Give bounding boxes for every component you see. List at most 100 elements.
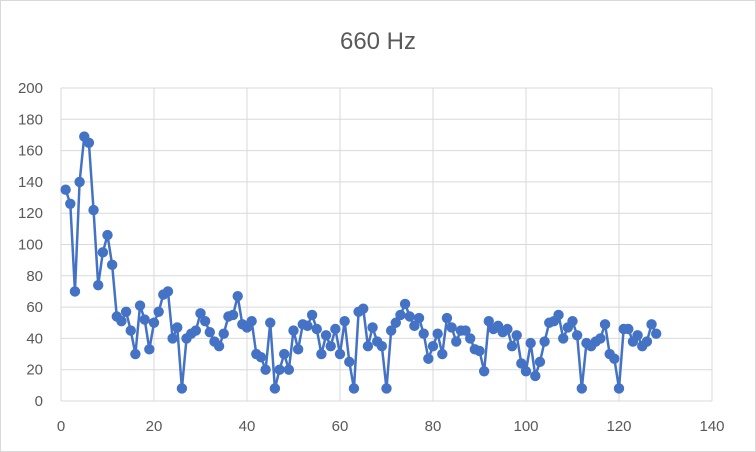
data-point: [483, 315, 494, 327]
data-point: [418, 328, 429, 339]
data-point: [232, 290, 243, 302]
chart-title: 660 Hz: [340, 28, 416, 55]
data-point: [465, 333, 476, 344]
data-point: [134, 300, 146, 311]
data-point: [525, 337, 536, 349]
data-point: [646, 319, 657, 330]
y-tick-label: 60: [26, 299, 43, 316]
data-point: [474, 345, 485, 357]
data-point: [255, 351, 267, 363]
gridlines: [60, 87, 713, 402]
data-point: [344, 356, 355, 368]
y-tick-label: 0: [35, 393, 43, 410]
data-point: [306, 309, 318, 321]
data-point: [460, 325, 471, 336]
data-point: [553, 309, 564, 321]
data-point: [292, 344, 304, 355]
x-tick-label: 40: [239, 418, 256, 435]
data-point: [399, 298, 411, 310]
data-point: [576, 383, 587, 394]
data-point: [172, 322, 183, 333]
data-point: [530, 370, 541, 382]
data-point: [274, 364, 285, 375]
data-point: [316, 348, 327, 360]
data-point: [144, 344, 155, 355]
data-point: [167, 333, 178, 344]
data-point: [153, 306, 164, 317]
data-point: [93, 279, 104, 291]
data-point: [413, 312, 425, 324]
data-point: [190, 325, 202, 336]
data-point: [102, 229, 113, 241]
data-point: [427, 341, 439, 352]
data-point: [571, 330, 583, 341]
data-point: [613, 383, 625, 394]
data-point: [213, 341, 225, 352]
data-point: [195, 308, 206, 319]
data-point: [279, 348, 290, 360]
data-point: [595, 333, 606, 344]
data-point: [511, 330, 522, 341]
data-point: [106, 259, 118, 271]
y-tick-label: 100: [18, 237, 43, 254]
data-point: [97, 247, 109, 258]
data-point: [599, 319, 611, 330]
data-point: [651, 328, 662, 339]
data-point: [74, 176, 85, 188]
x-tick-label: 140: [699, 418, 724, 435]
data-point: [83, 137, 95, 148]
data-point: [362, 341, 374, 352]
data-point: [334, 348, 346, 360]
x-tick-label: 100: [513, 418, 538, 435]
data-point: [376, 341, 388, 352]
data-point: [516, 358, 527, 369]
y-tick-label: 140: [18, 174, 43, 191]
data-point: [423, 353, 434, 364]
data-point: [125, 325, 136, 336]
y-tick-label: 40: [26, 330, 43, 347]
x-tick-label: 20: [146, 418, 163, 435]
x-tick-label: 120: [606, 418, 631, 435]
data-point: [395, 309, 406, 321]
data-point: [69, 286, 81, 297]
data-point: [288, 325, 299, 336]
data-point: [502, 323, 513, 335]
data-point: [148, 317, 160, 328]
data-point: [478, 366, 490, 377]
y-tick-label: 80: [26, 268, 43, 285]
data-point: [116, 315, 127, 327]
data-point: [246, 315, 257, 327]
data-point: [162, 286, 174, 297]
data-point: [609, 353, 620, 364]
data-point: [632, 330, 643, 341]
data-point: [358, 303, 369, 314]
x-tick-label: 60: [332, 418, 349, 435]
data-point: [320, 330, 332, 341]
data-point: [302, 320, 313, 332]
data-point: [367, 322, 378, 333]
data-point: [385, 325, 397, 336]
data-point: [404, 311, 415, 322]
data-point: [381, 383, 392, 394]
data-point: [260, 364, 271, 375]
data-point: [339, 315, 350, 327]
data-point: [409, 320, 420, 332]
data-point: [534, 356, 546, 368]
y-tick-label: 180: [18, 111, 43, 128]
data-point: [623, 323, 634, 335]
data-point: [325, 341, 336, 352]
data-point: [539, 336, 550, 347]
data-point: [567, 315, 578, 327]
axis-tick-labels: 0 20 40 60 80 100 120 140 160 180 200 0 20 40 60 80 100 1…: [18, 80, 725, 435]
data-point: [130, 348, 141, 360]
x-tick-label: 80: [425, 418, 442, 435]
data-point: [558, 333, 569, 344]
data-point: [199, 315, 211, 327]
data-point: [176, 383, 188, 394]
data-point: [437, 348, 448, 360]
data-point: [60, 184, 71, 195]
data-point: [265, 317, 276, 328]
data-point: [348, 383, 360, 394]
y-tick-label: 120: [18, 205, 43, 222]
data-point: [204, 326, 215, 338]
